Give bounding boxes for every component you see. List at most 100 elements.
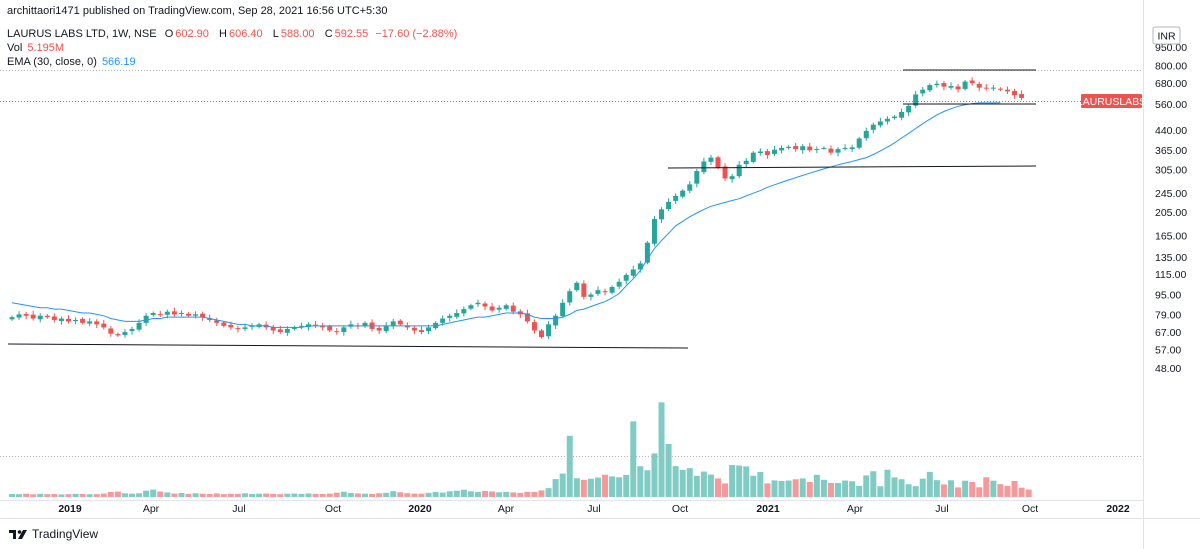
candle [800,144,806,154]
candle [44,314,50,319]
volume-bar [312,493,319,497]
volume-bar [580,479,587,497]
candle [376,325,382,335]
candle [955,83,961,93]
volume-bar [891,477,898,497]
candle-body [574,282,580,291]
symbol-tag-box [1081,94,1142,108]
volume-bar [587,478,594,497]
candle-body [715,157,721,168]
candle-body [722,166,728,179]
candle-body [1012,90,1018,96]
candle-body [771,149,777,155]
candle-body [729,176,735,180]
volume-bar [72,493,79,497]
candle [447,313,453,322]
tradingview-footer[interactable]: TradingView [9,527,98,541]
volume-bar [482,490,489,497]
candle [108,325,114,337]
candle [440,315,446,326]
candle [651,215,657,247]
candle-body [892,116,897,119]
candle-body [899,111,905,118]
volume-bar [404,493,411,497]
volume-bar [1011,480,1018,497]
candle-body [800,146,806,151]
currency-badge-box [1152,26,1181,45]
trendline-mid [667,165,1037,169]
time-tick-label: 2020 [408,503,432,515]
candle-body [164,311,170,315]
candle [80,317,86,325]
candle-body [193,314,199,316]
time-tick-label: 2022 [1106,503,1130,515]
candle [539,328,544,339]
candle-body [581,283,587,297]
candle-body [327,326,333,331]
candle-body [242,327,248,329]
candle [313,321,319,328]
candle [666,198,672,212]
candle [129,326,135,335]
candle [1012,88,1018,99]
candle [291,325,297,331]
candle-body [397,320,403,325]
candle [983,83,989,91]
volume-bar [291,493,298,497]
currency-badge[interactable]: INR [1152,26,1181,45]
volume-bar [602,474,609,497]
candle [397,319,403,326]
volume-bar [722,483,729,497]
candle [1019,90,1025,101]
candle-body [150,313,156,316]
ema-label[interactable]: EMA (30, close, 0) [7,56,97,68]
volume-series [9,402,1032,497]
price-tick-label: 680.00 [1155,78,1187,90]
candle [736,161,742,179]
candle [757,148,763,156]
candle-body [616,281,622,287]
volume-bar [940,484,947,497]
candle [863,127,869,141]
high-label: H [219,28,227,40]
volume-bar [820,479,827,497]
volume-bar [326,493,333,497]
price-tick-label: 205.00 [1155,207,1187,219]
candle [94,319,100,328]
candle [1004,86,1010,94]
candle-body [920,89,926,94]
candle-body [298,325,304,327]
candle-body [764,151,770,156]
candle-body [637,263,643,270]
candle-body [411,327,417,331]
volume-bar [376,493,383,497]
candle-body [941,83,947,87]
volume-bar [23,493,30,497]
volume-bar [983,477,990,497]
volume-bar [813,474,820,497]
volume-label[interactable]: Vol [7,42,23,54]
price-tick-label: 440.00 [1155,125,1187,137]
candle [23,311,29,320]
price-tick-label: 67.00 [1155,327,1181,339]
volume-bar [164,492,171,497]
candle-body [659,209,665,220]
candle [560,299,566,319]
volume-bar [552,479,559,497]
candle-body [694,171,700,184]
symbol-name[interactable]: LAURUS LABS LTD, 1W, NSE [7,28,157,40]
time-tick-label: Oct [1022,503,1038,515]
volume-bar [623,474,630,497]
volume-bar [686,468,693,497]
ema-value: 566.19 [101,56,136,68]
candle-body [863,130,869,139]
volume-bar [37,493,44,497]
candle [941,80,947,91]
volume-bar [79,493,86,497]
candle-body [849,147,855,150]
candle [976,81,982,92]
candle-body [447,315,453,318]
volume-bar [467,491,474,497]
candle-body [376,327,382,331]
